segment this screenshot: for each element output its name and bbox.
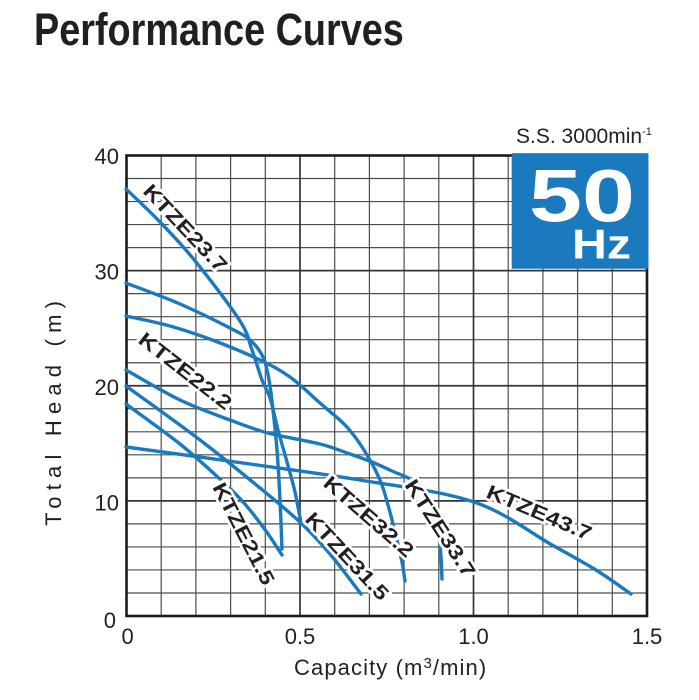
- svg-text:0: 0: [104, 608, 116, 633]
- svg-text:30: 30: [95, 260, 119, 285]
- svg-text:S.S. 3000min-1: S.S. 3000min-1: [516, 125, 652, 148]
- svg-text:40: 40: [95, 144, 119, 169]
- svg-text:Hz: Hz: [572, 220, 631, 267]
- svg-text:50: 50: [529, 155, 635, 238]
- svg-text:Capacity (m3/min): Capacity (m3/min): [294, 655, 487, 680]
- svg-text:Total Head (m): Total Head (m): [41, 295, 66, 526]
- svg-text:1.5: 1.5: [632, 624, 663, 649]
- svg-text:0: 0: [121, 624, 133, 649]
- svg-text:0.5: 0.5: [285, 624, 316, 649]
- svg-text:1.0: 1.0: [458, 624, 489, 649]
- svg-text:10: 10: [95, 491, 119, 516]
- svg-text:KTZE23.7: KTZE23.7: [138, 180, 231, 277]
- svg-text:20: 20: [95, 375, 119, 400]
